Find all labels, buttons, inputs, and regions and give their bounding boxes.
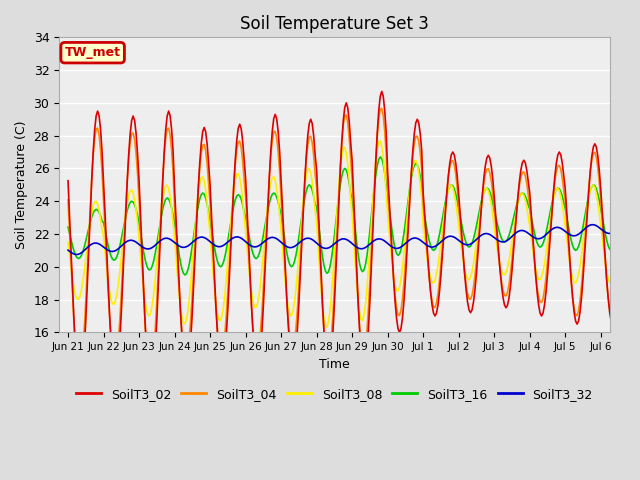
SoilT3_04: [85, 235, 93, 241]
SoilT3_16: [376, 154, 384, 160]
Text: TW_met: TW_met: [65, 46, 121, 59]
SoilT3_16: [556, 186, 563, 192]
SoilT3_32: [102, 246, 110, 252]
SoilT3_04: [631, 179, 639, 185]
SoilT3_02: [102, 244, 110, 250]
SoilT3_02: [64, 178, 72, 184]
SoilT3_16: [630, 191, 637, 197]
X-axis label: Time: Time: [319, 358, 350, 371]
SoilT3_04: [556, 163, 563, 168]
SoilT3_32: [73, 252, 81, 257]
SoilT3_16: [357, 266, 365, 272]
Line: SoilT3_32: SoilT3_32: [68, 223, 635, 254]
SoilT3_16: [181, 272, 189, 278]
Y-axis label: Soil Temperature (C): Soil Temperature (C): [15, 120, 28, 249]
SoilT3_08: [83, 243, 91, 249]
SoilT3_04: [357, 340, 365, 346]
SoilT3_02: [630, 153, 637, 159]
Title: Soil Temperature Set 3: Soil Temperature Set 3: [240, 15, 429, 33]
SoilT3_02: [378, 88, 385, 94]
SoilT3_32: [630, 222, 637, 228]
SoilT3_32: [64, 247, 72, 253]
SoilT3_02: [556, 149, 563, 155]
Line: SoilT3_08: SoilT3_08: [68, 141, 635, 327]
Line: SoilT3_04: SoilT3_04: [68, 108, 635, 372]
SoilT3_02: [76, 387, 84, 393]
SoilT3_16: [64, 224, 72, 230]
Line: SoilT3_02: SoilT3_02: [68, 91, 635, 390]
SoilT3_16: [631, 198, 639, 204]
SoilT3_08: [357, 317, 365, 323]
SoilT3_02: [631, 168, 639, 173]
SoilT3_04: [64, 197, 72, 203]
SoilT3_32: [554, 225, 562, 230]
SoilT3_32: [357, 246, 365, 252]
SoilT3_32: [85, 243, 93, 249]
SoilT3_04: [471, 273, 479, 278]
SoilT3_04: [102, 256, 110, 262]
SoilT3_16: [83, 232, 91, 238]
SoilT3_04: [378, 106, 385, 111]
SoilT3_08: [101, 249, 109, 255]
SoilT3_08: [630, 200, 637, 205]
SoilT3_08: [556, 188, 563, 194]
SoilT3_02: [471, 287, 479, 292]
SoilT3_16: [101, 227, 109, 233]
SoilT3_08: [376, 138, 384, 144]
SoilT3_04: [630, 165, 637, 170]
SoilT3_32: [623, 220, 631, 226]
SoilT3_02: [85, 248, 93, 253]
Line: SoilT3_16: SoilT3_16: [68, 157, 635, 275]
SoilT3_08: [323, 324, 331, 330]
SoilT3_32: [631, 223, 639, 229]
SoilT3_32: [470, 239, 477, 245]
SoilT3_04: [76, 370, 84, 375]
SoilT3_02: [357, 348, 365, 354]
Legend: SoilT3_02, SoilT3_04, SoilT3_08, SoilT3_16, SoilT3_32: SoilT3_02, SoilT3_04, SoilT3_08, SoilT3_…: [71, 383, 598, 406]
SoilT3_16: [471, 230, 479, 236]
SoilT3_08: [64, 239, 72, 245]
SoilT3_08: [631, 210, 639, 216]
SoilT3_08: [471, 251, 479, 256]
